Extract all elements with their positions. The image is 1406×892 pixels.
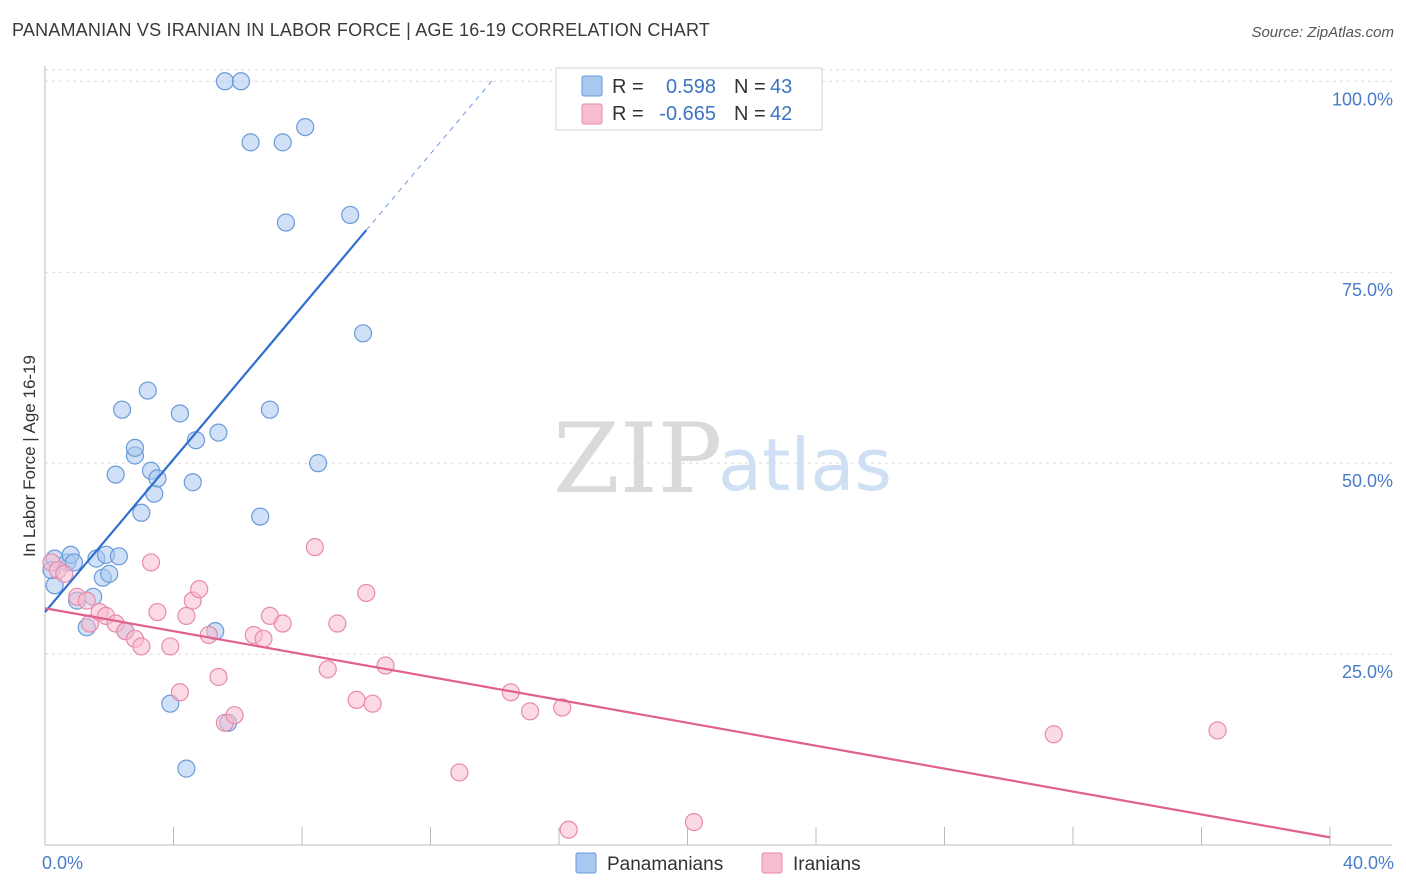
data-point-panamanian	[106, 465, 125, 484]
chart-title: PANAMANIAN VS IRANIAN IN LABOR FORCE | A…	[12, 20, 711, 40]
x-ticks	[173, 827, 1331, 845]
watermark: ZIP atlas	[553, 403, 892, 515]
x-tick-label-left: 0.0%	[42, 853, 83, 873]
data-point-iranian	[177, 606, 196, 625]
data-point-iranian	[376, 656, 395, 675]
data-point-iranian	[77, 591, 96, 610]
data-point-panamanian	[353, 324, 373, 343]
y-tick-label: 100.0%	[1332, 89, 1393, 109]
legend-swatch-panamanian	[581, 75, 603, 97]
data-point-iranian	[684, 812, 704, 832]
data-point-panamanian	[112, 400, 132, 419]
data-point-iranian	[520, 702, 540, 721]
data-point-iranian	[254, 629, 273, 648]
data-point-iranian	[363, 694, 382, 713]
data-point-panamanian	[109, 547, 128, 566]
data-point-panamanian	[260, 400, 279, 419]
data-point-panamanian	[100, 564, 119, 583]
legend-n-label-iranian: N =	[734, 103, 766, 125]
legend-r-value-panamanian: 0.598	[666, 76, 716, 98]
y-tick-label: 50.0%	[1342, 471, 1393, 491]
data-point-iranian	[141, 553, 161, 572]
legend-r-value-iranian: -0.665	[659, 103, 716, 125]
data-point-iranian	[553, 698, 572, 717]
series-legend-swatch-iranians	[761, 852, 783, 874]
data-point-iranian	[305, 538, 324, 557]
watermark-atlas: atlas	[718, 423, 892, 507]
data-point-iranian	[209, 667, 228, 687]
x-tick-label-right: 40.0%	[1343, 853, 1394, 873]
data-point-iranian	[273, 614, 292, 633]
legend-r-label-iranian: R =	[612, 103, 644, 125]
series-legend-swatch-panamanians	[575, 852, 597, 874]
data-point-panamanian	[183, 473, 202, 492]
data-point-panamanian	[273, 133, 292, 152]
y-tick-labels: 100.0% 75.0% 50.0% 25.0%	[1332, 89, 1393, 682]
legend-n-value-iranian: 42	[770, 103, 792, 125]
data-point-iranian	[199, 625, 218, 645]
y-tick-label: 75.0%	[1342, 280, 1393, 300]
grid-lines	[45, 69, 1392, 655]
trend-line-panamanian	[44, 229, 368, 613]
data-point-iranian	[170, 683, 190, 702]
legend-r-label-panamanian: R =	[612, 76, 644, 98]
data-point-panamanian	[132, 503, 151, 522]
data-point-panamanian	[209, 423, 228, 442]
series-legend-label-iranians: Iranians	[793, 854, 861, 875]
data-point-panamanian	[341, 205, 360, 225]
data-point-iranian	[190, 580, 209, 599]
series-legend-label-panamanians: Panamanians	[607, 854, 723, 875]
data-point-panamanian	[177, 759, 196, 778]
y-tick-label: 25.0%	[1342, 662, 1393, 682]
data-point-panamanian	[125, 438, 145, 457]
legend-n-value-panamanian: 43	[770, 76, 792, 98]
data-point-panamanian	[215, 72, 234, 91]
data-point-iranian	[148, 602, 167, 622]
series-iranians	[42, 538, 1227, 839]
y-axis-title: In Labor Force | Age 16-19	[20, 355, 39, 557]
trend-line-iranian	[44, 607, 1331, 839]
data-point-iranian	[55, 564, 74, 583]
data-point-panamanian	[296, 117, 315, 137]
correlation-legend: R = 0.598 N = 43 R = -0.665 N = 42	[555, 67, 823, 131]
data-point-iranian	[318, 660, 337, 679]
data-point-iranian	[1208, 721, 1227, 740]
data-point-panamanian	[251, 507, 270, 526]
data-point-panamanian	[241, 133, 260, 152]
source-credit: Source: ZipAtlas.com	[1251, 24, 1394, 41]
watermark-zip: ZIP	[553, 403, 722, 515]
data-point-iranian	[559, 820, 578, 839]
data-point-iranian	[225, 706, 244, 725]
legend-swatch-iranian	[581, 103, 603, 125]
data-point-iranian	[357, 583, 376, 603]
data-point-iranian	[347, 690, 366, 709]
data-point-panamanian	[276, 213, 296, 232]
data-point-panamanian	[308, 454, 328, 473]
data-point-panamanian	[170, 404, 190, 423]
trend-line-extension-panamanian	[365, 77, 496, 231]
legend-n-label-panamanian: N =	[734, 76, 766, 98]
data-point-iranian	[450, 763, 469, 782]
data-point-iranian	[161, 637, 180, 656]
data-point-iranian	[1044, 725, 1063, 744]
data-point-iranian	[132, 637, 151, 656]
trend-lines	[44, 77, 1331, 839]
data-point-panamanian	[138, 381, 157, 400]
series-legend: Panamanians Iranians	[575, 852, 861, 875]
axes	[44, 66, 1392, 846]
data-point-panamanian	[231, 72, 251, 91]
data-point-iranian	[328, 614, 347, 633]
